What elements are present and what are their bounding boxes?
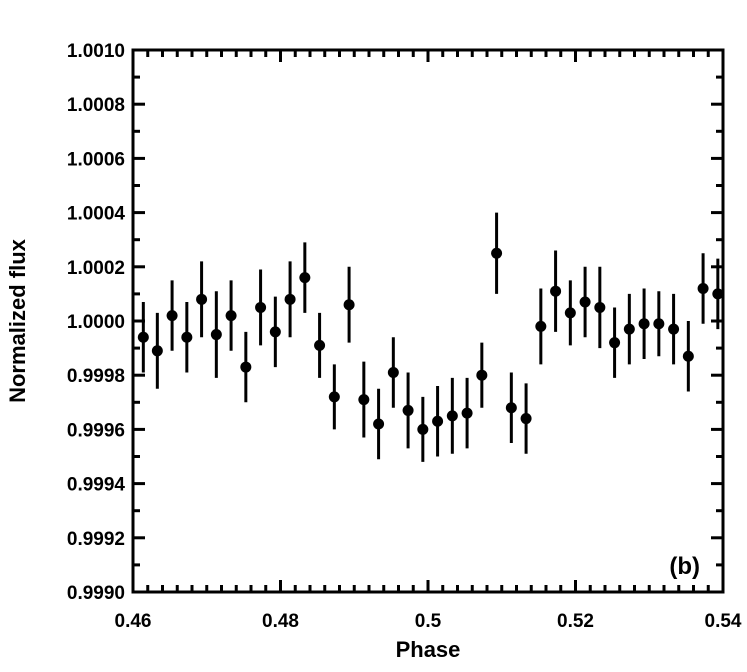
x-tick-label: 0.54: [705, 611, 742, 632]
tick-labels: 0.46 0.48 0.5 0.52 0.54 0.9990 0.9992 0.9994 0.9…: [67, 41, 742, 632]
plot-frame: [131, 48, 725, 594]
data-point: [476, 369, 488, 381]
data-point: [151, 345, 163, 357]
data-point: [712, 288, 724, 300]
y-tick-label: 0.9998: [67, 366, 125, 387]
data-point: [697, 282, 709, 294]
data-point: [314, 339, 326, 351]
y-tick-label: 1.0002: [67, 258, 125, 279]
data-point: [417, 423, 429, 435]
data-point: [181, 331, 193, 343]
y-tick-label: 0.9994: [67, 475, 126, 496]
data-point: [446, 410, 458, 422]
data-point: [358, 394, 370, 406]
data-point: [402, 404, 414, 416]
y-tick-label: 0.9992: [67, 529, 125, 550]
x-axis-label: Phase: [396, 637, 461, 662]
y-tick-label: 1.0008: [67, 95, 125, 116]
data-point: [491, 247, 503, 259]
data-point: [299, 272, 311, 284]
data-point: [269, 326, 281, 338]
data-point: [505, 402, 517, 414]
data-point: [284, 293, 296, 305]
y-tick-label: 0.9990: [67, 583, 125, 604]
data-point: [196, 293, 208, 305]
data-point: [564, 307, 576, 319]
data-point: [579, 296, 591, 308]
data-point: [682, 350, 694, 362]
data-point: [668, 323, 680, 335]
y-tick-label: 1.0000: [67, 312, 125, 333]
data-point: [343, 299, 355, 311]
data-point: [387, 366, 399, 378]
data-point: [210, 329, 222, 341]
data-points: [137, 212, 724, 462]
data-point: [166, 310, 178, 322]
x-tick-label: 0.48: [262, 611, 299, 632]
data-point: [638, 318, 650, 330]
data-point: [225, 310, 237, 322]
data-point: [432, 415, 444, 427]
data-point: [594, 301, 606, 313]
data-point: [653, 318, 665, 330]
data-point: [373, 418, 385, 430]
data-point: [328, 391, 340, 403]
x-tick-label: 0.52: [557, 611, 594, 632]
data-point: [520, 413, 532, 425]
y-tick-label: 1.0010: [67, 41, 125, 62]
panel-label: (b): [669, 553, 700, 580]
data-point: [550, 285, 562, 297]
y-tick-label: 1.0004: [67, 204, 126, 225]
data-point: [240, 361, 252, 373]
x-tick-label: 0.5: [415, 611, 442, 632]
y-axis-label: Normalized flux: [5, 238, 30, 403]
y-tick-label: 1.0006: [67, 149, 125, 170]
x-tick-label: 0.46: [115, 611, 152, 632]
data-point: [461, 407, 473, 419]
data-point: [623, 323, 635, 335]
axis-ticks: [131, 48, 725, 594]
data-point: [137, 331, 149, 343]
data-point: [535, 320, 547, 332]
data-point: [609, 337, 621, 349]
data-point: [255, 301, 267, 313]
y-tick-label: 0.9996: [67, 420, 125, 441]
